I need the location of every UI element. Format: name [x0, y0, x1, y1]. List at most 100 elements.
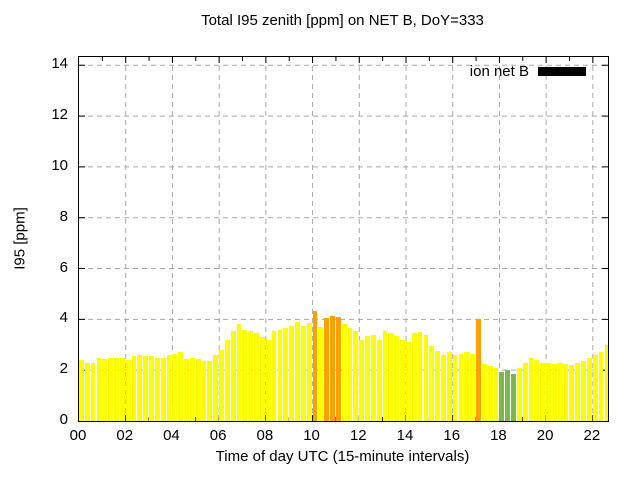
bar-10:15 — [318, 327, 324, 421]
bar-14:15 — [411, 333, 417, 421]
bar-08:45 — [283, 328, 289, 421]
bar-07:45 — [260, 337, 265, 421]
bar-09:30 — [300, 325, 306, 421]
bar-04:45 — [189, 357, 195, 421]
bar-03:45 — [166, 354, 172, 421]
bar-18:45 — [516, 367, 522, 421]
bar-09:45 — [306, 323, 312, 421]
bar-20:30 — [557, 362, 563, 421]
bar-19:15 — [528, 357, 534, 421]
bar-14:00 — [405, 342, 411, 421]
bar-10:00 — [312, 310, 318, 421]
bar-15:30 — [441, 354, 446, 421]
bar-05:15 — [201, 361, 207, 421]
x-tick-00: 00 — [69, 427, 87, 444]
bar-01:45 — [119, 357, 125, 421]
bar-18:00 — [499, 371, 505, 421]
bar-07:00 — [242, 329, 248, 421]
y-tick-12: 12 — [51, 106, 68, 124]
bar-21:00 — [569, 365, 575, 421]
bar-04:30 — [184, 358, 189, 421]
bar-08:00 — [265, 339, 271, 421]
x-axis-title: Time of day UTC (15-minute intervals) — [215, 448, 470, 465]
bar-13:45 — [400, 339, 405, 421]
bar-17:15 — [481, 363, 487, 421]
y-tick-8: 8 — [59, 207, 68, 225]
bar-11:30 — [347, 328, 353, 421]
bar-15:00 — [429, 346, 435, 421]
x-tick-20: 20 — [536, 427, 554, 444]
bar-00:15 — [84, 362, 90, 421]
x-tick-18: 18 — [490, 427, 507, 444]
bar-22:00 — [592, 354, 598, 421]
bar-04:15 — [178, 352, 184, 421]
y-tick-10: 10 — [51, 156, 68, 174]
bar-02:30 — [137, 354, 143, 421]
bar-08:30 — [277, 329, 283, 421]
y-axis-title: I95 [ppm] — [11, 207, 29, 270]
bar-11:45 — [353, 330, 359, 421]
y-tick-4: 4 — [59, 309, 68, 327]
bar-10:30 — [324, 318, 330, 421]
bar-07:30 — [254, 333, 259, 421]
bar-15:45 — [446, 352, 452, 421]
bar-03:15 — [154, 357, 160, 421]
bar-22:15 — [598, 352, 604, 421]
y-tick-6: 6 — [59, 258, 68, 276]
bar-08:15 — [271, 330, 277, 421]
legend-label: ion net B — [469, 63, 529, 80]
bar-02:45 — [143, 356, 149, 421]
x-tick-22: 22 — [583, 427, 601, 444]
bar-19:45 — [540, 362, 546, 421]
bar-11:00 — [335, 316, 341, 421]
bar-20:15 — [551, 363, 557, 421]
bar-22:30 — [604, 344, 608, 421]
bar-01:15 — [108, 357, 113, 421]
x-tick-02: 02 — [116, 427, 134, 444]
bar-12:30 — [370, 334, 376, 421]
bar-15:15 — [435, 351, 440, 421]
bar-21:15 — [575, 362, 581, 421]
bar-12:15 — [365, 335, 370, 421]
bar-09:15 — [295, 321, 300, 421]
bar-12:45 — [376, 339, 382, 421]
chart-title: Total I95 zenith [ppm] on NET B, DoY=333 — [201, 12, 484, 29]
bar-21:45 — [586, 357, 592, 421]
bar-06:00 — [219, 349, 224, 421]
bar-11:15 — [341, 324, 347, 421]
bar-17:45 — [493, 367, 499, 421]
bar-09:00 — [289, 325, 294, 421]
bar-07:15 — [248, 330, 254, 421]
bar-16:30 — [464, 352, 470, 421]
x-tick-06: 06 — [209, 427, 227, 444]
bar-14:30 — [417, 332, 423, 421]
bar-04:00 — [172, 353, 178, 421]
bar-18:30 — [511, 374, 516, 421]
y-tick-14: 14 — [51, 55, 68, 73]
bar-06:30 — [230, 330, 236, 421]
bar-20:45 — [563, 363, 569, 421]
bar-14:45 — [423, 334, 429, 421]
y-tick-2: 2 — [59, 360, 68, 378]
bar-03:30 — [160, 357, 166, 421]
legend: ion net B — [470, 64, 586, 79]
bar-13:00 — [382, 330, 388, 421]
bar-00:30 — [90, 362, 96, 421]
bar-12:00 — [359, 339, 365, 421]
bar-16:00 — [452, 354, 458, 421]
bar-02:15 — [131, 356, 137, 421]
x-tick-16: 16 — [443, 427, 461, 444]
x-tick-10: 10 — [303, 427, 320, 444]
bar-20:00 — [546, 362, 551, 421]
x-tick-12: 12 — [349, 427, 367, 444]
bar-13:30 — [394, 335, 400, 421]
bar-16:15 — [458, 353, 464, 421]
bar-01:30 — [114, 357, 119, 421]
bar-05:30 — [207, 361, 213, 421]
bar-05:00 — [195, 358, 201, 421]
bar-00:00 — [79, 360, 84, 421]
bar-05:45 — [213, 354, 219, 421]
bar-02:00 — [125, 360, 131, 421]
bar-06:45 — [236, 324, 242, 421]
